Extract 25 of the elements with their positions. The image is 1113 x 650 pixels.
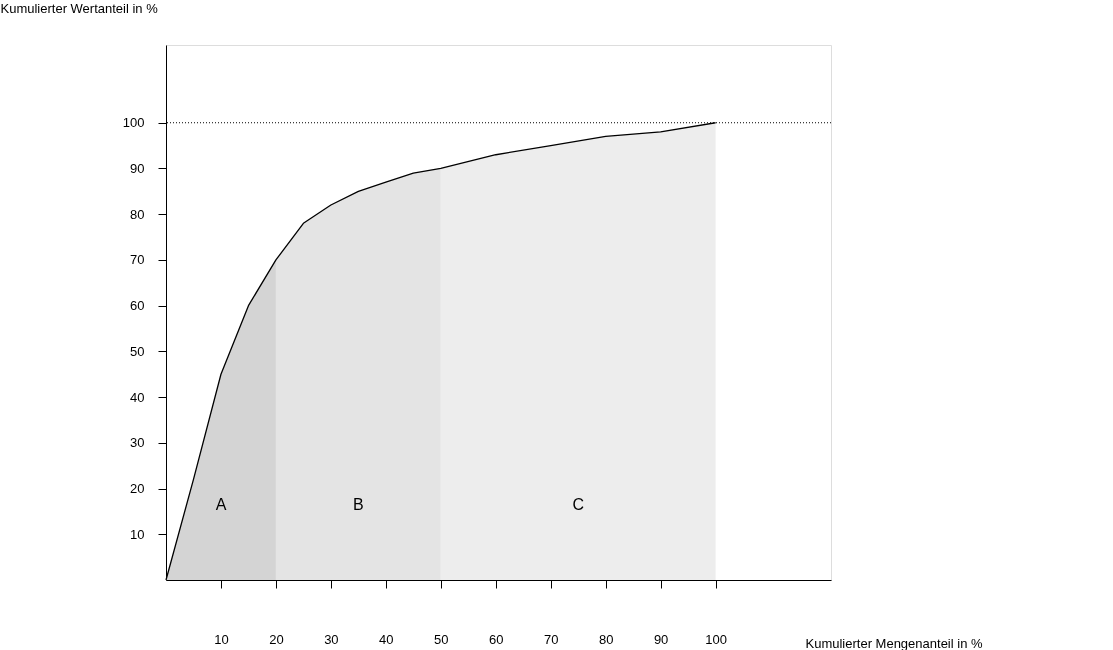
x-tick-label: 30 xyxy=(324,631,339,647)
x-tick-label: 90 xyxy=(653,631,669,647)
series-label: A xyxy=(215,496,227,514)
x-tick-label: 80 xyxy=(598,631,614,647)
x-tick-label: 50 xyxy=(434,631,449,647)
x-tick-label: 60 xyxy=(489,631,504,647)
y-tick-label: 20 xyxy=(130,481,145,497)
x-tick-label: 10 xyxy=(214,631,229,647)
series-label: C xyxy=(572,496,584,514)
x-tick-label: 20 xyxy=(269,631,284,647)
y-tick-label: 100 xyxy=(122,115,145,131)
y-tick-label: 30 xyxy=(130,435,145,451)
y-tick-label: 90 xyxy=(130,160,145,176)
y-tick-label: 40 xyxy=(130,389,145,405)
x-tick-label: 70 xyxy=(543,631,559,647)
y-tick-label: 50 xyxy=(130,343,145,359)
series-label: B xyxy=(353,496,364,514)
y-tick-label: 80 xyxy=(130,206,145,222)
x-tick-label: 100 xyxy=(705,631,727,647)
y-tick-label: 60 xyxy=(130,298,145,314)
y-tick-label: 10 xyxy=(130,526,145,542)
x-tick-label: 40 xyxy=(379,631,394,647)
y-axis-title: Kumulierter Wertanteil in % xyxy=(0,0,159,16)
y-tick-label: 70 xyxy=(130,252,145,268)
x-axis-title: Kumulierter Mengenanteil in % xyxy=(805,635,983,650)
